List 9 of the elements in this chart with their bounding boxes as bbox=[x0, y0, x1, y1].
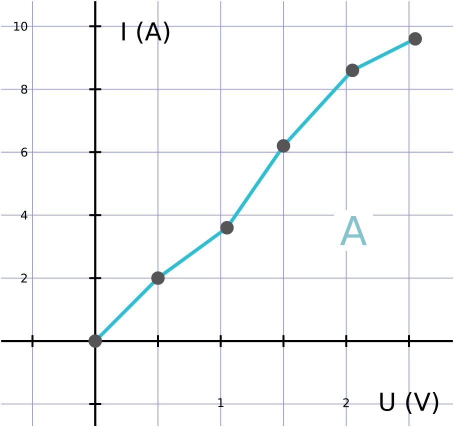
y-tick-label: 10 bbox=[14, 22, 28, 31]
annotation: A bbox=[340, 216, 367, 246]
y-tick-label: 4 bbox=[21, 210, 28, 220]
x-axis-title: U (V) bbox=[380, 392, 438, 414]
x-tick-label: 1 bbox=[218, 398, 224, 407]
y-axis-title: I (A) bbox=[122, 22, 170, 44]
y-tick-label: 6 bbox=[21, 148, 28, 157]
y-tick-label: 8 bbox=[21, 84, 28, 94]
y-tick-label: 2 bbox=[21, 274, 27, 282]
